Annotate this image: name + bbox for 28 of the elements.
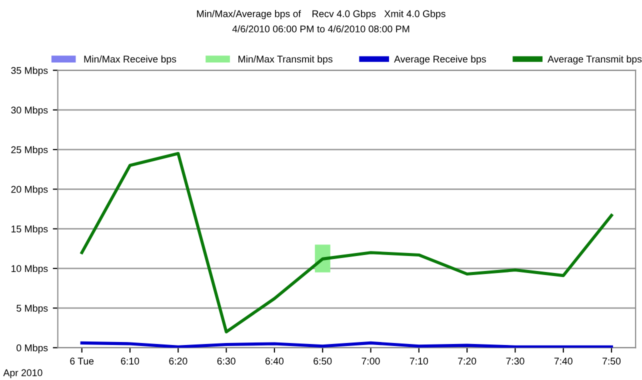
x-tick-label: 6:50 <box>314 358 332 365</box>
x-tick-label: 6 Tue <box>70 358 94 365</box>
legend-label: Average Receive bps <box>394 55 486 64</box>
y-tick-label: 0 Mbps <box>16 344 48 354</box>
legend-label: Min/Max Receive bps <box>84 55 176 64</box>
y-tick-label: 10 Mbps <box>12 264 48 274</box>
x-tick-label: 7:40 <box>554 358 572 365</box>
legend-label: Average Transmit bps <box>548 55 642 64</box>
line-series <box>80 152 614 334</box>
y-tick-label: 15 Mbps <box>12 225 48 234</box>
x-tick-label: 6:40 <box>265 358 284 365</box>
x-tick-label: 6:10 <box>121 358 140 365</box>
chart-subtitle: 4/6/2010 06:00 PM to 4/6/2010 08:00 PM <box>232 25 410 32</box>
x-tick-label: 7:00 <box>362 358 380 365</box>
y-tick-label: 25 Mbps <box>11 146 48 156</box>
y-tick-label: 20 Mbps <box>11 186 48 195</box>
x-tick-label: 7:50 <box>602 358 621 365</box>
x-tick-label: 6:20 <box>169 358 188 365</box>
text: Apr 2010 <box>3 369 42 378</box>
y-tick-label: 35 Mbps <box>11 66 48 76</box>
chart-title: Min/Max/Average bps of Recv 4.0 Gbps Xmit 4.0 Gbps <box>197 10 446 20</box>
y-tick-label: 5 Mbps <box>16 304 48 314</box>
x-tick-label: 7:20 <box>458 358 476 365</box>
x-tick-label: 6:30 <box>217 358 236 365</box>
x-tick-label: 7:10 <box>410 358 428 365</box>
y-tick-label: 30 Mbps <box>11 106 48 116</box>
legend-label: Min/Max Transmit bps <box>238 55 332 64</box>
x-tick-label: 7:30 <box>506 358 524 365</box>
